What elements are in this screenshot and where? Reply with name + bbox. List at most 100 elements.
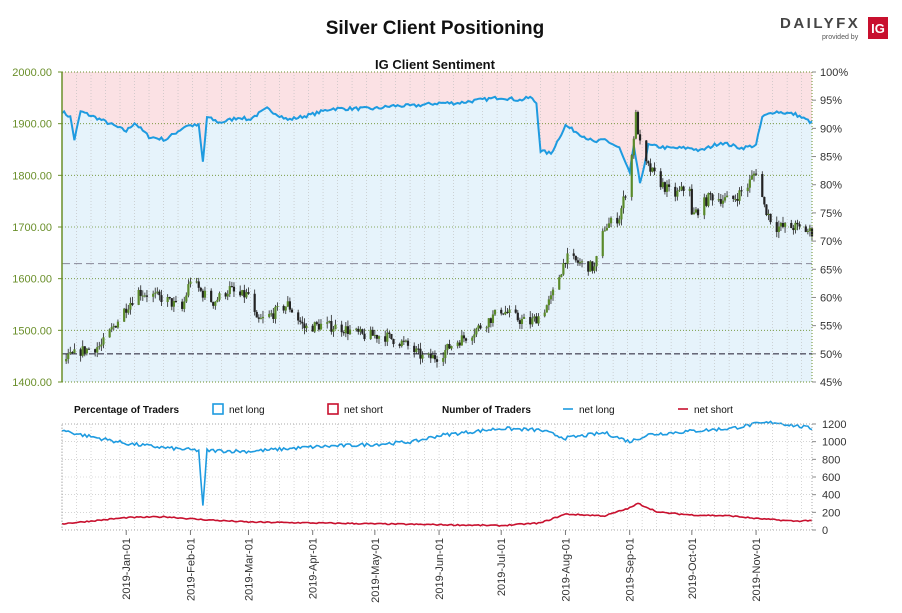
candle-body [284, 306, 287, 311]
candle-body [485, 327, 488, 329]
price-tick-label: 1600.00 [12, 274, 52, 286]
candle-body [535, 316, 538, 324]
date-tick-label: 2019-Oct-01 [687, 538, 699, 599]
candle-body [632, 138, 635, 156]
pct-tick-label: 45% [820, 377, 842, 389]
candle-body [369, 329, 372, 340]
candle-body [460, 335, 463, 346]
candle-body [491, 314, 495, 323]
candle-body [141, 295, 144, 297]
candle-body [547, 299, 550, 306]
candle-body [705, 197, 708, 206]
price-tick-label: 1500.00 [12, 325, 52, 337]
brand-badge-text: IG [871, 21, 885, 36]
candle-body [239, 291, 242, 296]
candle-body [591, 261, 594, 271]
candle-body [313, 322, 316, 332]
candle-body [272, 313, 275, 319]
legend-pct-short-swatch [327, 403, 339, 415]
candle-body [473, 334, 476, 338]
candle-body [601, 231, 604, 257]
candle-body [804, 226, 807, 232]
candle-body [578, 262, 582, 264]
candle-body [129, 303, 132, 310]
candle-body [516, 312, 519, 321]
candle-body [413, 345, 416, 353]
pct-tick-label: 85% [820, 152, 842, 164]
candle-body [748, 179, 751, 188]
candle-body [723, 197, 727, 201]
price-tick-label: 1800.00 [12, 170, 52, 182]
candle-body [297, 312, 300, 321]
candle-body [798, 224, 801, 227]
candle-body [444, 350, 447, 359]
candle-body [609, 217, 613, 224]
candle-body [651, 167, 654, 172]
candle-body [647, 161, 650, 164]
candle-body [216, 299, 219, 302]
candle-body [431, 355, 434, 359]
pct-tick-label: 95% [820, 95, 842, 107]
candle-body [504, 311, 507, 315]
candle-body [752, 173, 756, 176]
candle-body [765, 204, 768, 216]
left-axis-ticks: 1400.00 1500.00 1600.00 1700.00 1800.00 1900.… [12, 67, 62, 389]
chart-subtitle: IG Client Sentiment [375, 57, 496, 72]
candle-body [226, 294, 229, 297]
net-long-area [62, 96, 812, 383]
candle-body [340, 324, 343, 333]
candle-body [502, 313, 505, 315]
candle-body [116, 321, 120, 328]
candle-body [738, 190, 741, 201]
candle-body [342, 332, 345, 334]
candle-body [663, 182, 667, 192]
legend-num-long-label: net long [579, 405, 615, 416]
candle-body [255, 311, 258, 318]
candle-body [433, 355, 437, 360]
candle-body [259, 318, 262, 320]
candle-body [301, 321, 304, 324]
candle-body [790, 222, 793, 228]
candle-body [373, 335, 376, 337]
candle-body [282, 305, 285, 311]
candle-body [806, 230, 809, 232]
candle-body [725, 195, 729, 198]
candle-body [210, 290, 213, 302]
price-tick-label: 1400.00 [12, 377, 52, 389]
candle-body [761, 174, 764, 197]
candle-body [645, 140, 648, 162]
candle-body [201, 290, 204, 298]
pct-tick-label: 65% [820, 264, 842, 276]
candle-body [775, 222, 778, 232]
legend: Percentage of Traders net long net short… [74, 403, 733, 416]
candle-body [388, 332, 391, 334]
candle-body [230, 286, 233, 288]
candle-body [203, 290, 207, 298]
pct-tick-label: 60% [820, 292, 842, 304]
candle-body [114, 325, 117, 328]
candle-body [618, 219, 621, 224]
candle-body [777, 226, 780, 232]
date-tick-label: 2019-Mar-01 [243, 538, 255, 601]
candle-body [127, 309, 130, 313]
candle-body [692, 212, 696, 215]
candle-body [270, 313, 273, 315]
candle-body [446, 344, 449, 351]
candle-body [763, 196, 766, 205]
candle-body [549, 295, 553, 300]
candle-body [199, 287, 202, 291]
candle-body [361, 329, 364, 334]
candle-body [796, 222, 799, 225]
date-tick-label: 2019-Jun-01 [434, 538, 446, 600]
candle-body [537, 316, 540, 324]
legend-num-title: Number of Traders [442, 405, 531, 416]
candle-body [680, 186, 683, 190]
candle-body [696, 209, 700, 216]
candle-body [489, 318, 492, 323]
candle-body [69, 352, 72, 354]
count-tick-label: 400 [822, 490, 840, 502]
date-tick-label: 2019-Feb-01 [185, 538, 197, 601]
candle-body [694, 209, 698, 213]
pct-tick-label: 75% [820, 208, 842, 220]
candle-body [232, 286, 236, 292]
